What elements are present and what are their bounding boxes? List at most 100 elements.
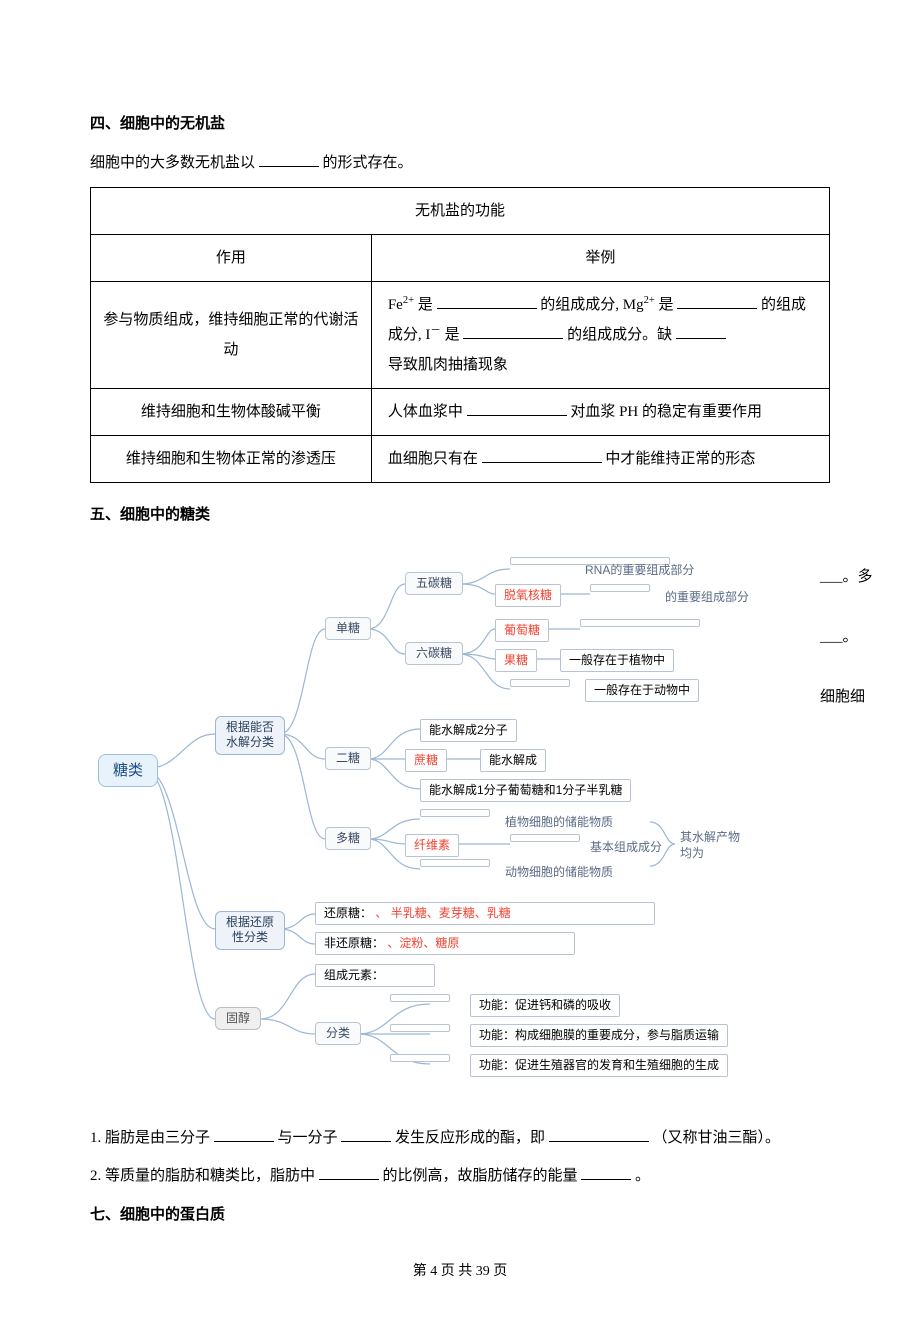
- txt: 的组成成分。缺: [567, 327, 672, 343]
- sup: 2+: [403, 295, 414, 306]
- mindmap-wrap: ___。多 ___。 细胞细: [90, 544, 830, 1104]
- txt: 脱氧核糖: [504, 588, 552, 602]
- r3c1: 维持细胞和生物体正常的渗透压: [91, 436, 372, 483]
- txt: 的比例高，故脂肪储存的能量: [383, 1168, 578, 1184]
- leaf-elements: 组成元素：: [315, 964, 435, 988]
- sup: 2+: [644, 295, 655, 306]
- leaf-reducing: 还原糖： 、 半乳糖、麦芽糖、乳糖: [315, 902, 655, 926]
- txt: 还原糖：: [324, 906, 372, 920]
- node-fructose: 果糖: [495, 649, 537, 673]
- leaf-fn2: 功能：构成细胞膜的重要成分，参与脂质运输: [470, 1024, 728, 1048]
- txt: 与一分子: [278, 1130, 338, 1146]
- leaf-dna: 的重要组成部分: [665, 586, 749, 609]
- blank: [214, 1128, 274, 1142]
- leaf: [390, 994, 450, 1002]
- sup: －: [430, 325, 441, 336]
- r1c2: Fe2+ 是 的组成成分, Mg2+ 是 的组成成分, I－ 是 的组成成分。缺…: [371, 282, 829, 389]
- leaf-d3: 能水解成1分子葡萄糖和1分子半乳糖: [420, 779, 631, 803]
- node-cellulose: 纤维素: [405, 834, 459, 858]
- leaf: [390, 1024, 450, 1032]
- leaf: [420, 809, 490, 817]
- blank: [467, 403, 567, 417]
- node-glucose: 葡萄糖: [495, 619, 549, 643]
- poly-note: 其水解产物 均为: [680, 829, 740, 863]
- blank: [677, 296, 757, 310]
- txt: 果糖: [504, 653, 528, 667]
- mindmap: 糖类 根据能否 水解分类 根据还原 性分类 固醇 单糖 二糖 多糖 五碳糖 六碳…: [90, 544, 830, 1104]
- leaf-p2: 基本组成成分: [590, 836, 662, 859]
- node-mono: 单糖: [325, 617, 371, 641]
- txt: 中才能维持正常的形态: [605, 451, 755, 467]
- leaf: [510, 834, 580, 842]
- col1-header: 作用: [91, 235, 372, 282]
- txt: 对血浆 PH 的稳定有重要作用: [570, 404, 762, 420]
- txt: 、淀粉、糖原: [387, 936, 459, 950]
- leaf-plant: 一般存在于植物中: [560, 649, 674, 673]
- txt: 蔗糖: [414, 753, 438, 767]
- txt: 非还原糖：: [324, 936, 384, 950]
- leaf: [420, 859, 490, 867]
- section7-title: 七、细胞中的蛋白质: [90, 1201, 830, 1230]
- leaf-fn3: 功能：促进生殖器官的发育和生殖细胞的生成: [470, 1054, 728, 1078]
- blank: [341, 1128, 391, 1142]
- r2c1: 维持细胞和生物体酸碱平衡: [91, 389, 372, 436]
- blank: [319, 1167, 379, 1181]
- section5-title: 五、细胞中的糖类: [90, 501, 830, 530]
- leaf: [590, 584, 650, 592]
- table-header: 无机盐的功能: [91, 188, 830, 235]
- intro-post: 的形式存在。: [323, 155, 413, 171]
- txt: 发生反应形成的酯，即: [395, 1130, 545, 1146]
- blank: [581, 1167, 631, 1181]
- leaf-d2: 能水解成: [480, 749, 546, 773]
- txt: （又称甘油三酯）。: [653, 1130, 781, 1146]
- txt: 是: [655, 297, 674, 313]
- leaf: [510, 679, 570, 687]
- leaf-p1: 植物细胞的储能物质: [505, 811, 613, 834]
- txt: 导致肌肉抽搐现象: [388, 357, 508, 373]
- txt: 葡萄糖: [504, 623, 540, 637]
- r3c2: 血细胞只有在 中才能维持正常的形态: [371, 436, 829, 483]
- leaf-d1: 能水解成2分子: [420, 719, 517, 743]
- blank: [463, 326, 563, 340]
- blank: [437, 296, 537, 310]
- q2: 2. 等质量的脂肪和糖类比，脂肪中 的比例高，故脂肪储存的能量 。: [90, 1162, 830, 1191]
- node-deoxy: 脱氧核糖: [495, 584, 561, 608]
- r2c2: 人体血浆中 对血浆 PH 的稳定有重要作用: [371, 389, 829, 436]
- node-hexa: 六碳糖: [405, 642, 463, 666]
- txt: 的组成成分, Mg: [540, 297, 643, 313]
- blank: [549, 1128, 649, 1142]
- blank: [482, 450, 602, 464]
- col2-header: 举例: [371, 235, 829, 282]
- node-penta: 五碳糖: [405, 572, 463, 596]
- side-text: ___。多 ___。 细胞细: [820, 562, 890, 712]
- txt: 人体血浆中: [388, 404, 463, 420]
- txt: 血细胞只有在: [388, 451, 478, 467]
- node-sucrose: 蔗糖: [405, 749, 447, 773]
- leaf-p3: 动物细胞的储能物质: [505, 861, 613, 884]
- blank: [676, 326, 726, 340]
- txt: 2. 等质量的脂肪和糖类比，脂肪中: [90, 1168, 315, 1184]
- txt: 、 半乳糖、麦芽糖、乳糖: [375, 906, 510, 920]
- txt: 。: [635, 1168, 650, 1184]
- leaf-animal: 一般存在于动物中: [585, 679, 699, 703]
- q1: 1. 脂肪是由三分子 与一分子 发生反应形成的酯，即 （又称甘油三酯）。: [90, 1124, 830, 1153]
- node-hydrolysis: 根据能否 水解分类: [215, 716, 285, 755]
- leaf-fn1: 功能：促进钙和磷的吸收: [470, 994, 620, 1018]
- leaf: [580, 619, 700, 627]
- txt: Fe: [388, 297, 403, 313]
- leaf-nonreducing: 非还原糖： 、淀粉、糖原: [315, 932, 575, 956]
- salt-table: 无机盐的功能 作用 举例 参与物质组成，维持细胞正常的代谢活动 Fe2+ 是 的…: [90, 187, 830, 483]
- node-classify: 分类: [315, 1022, 361, 1046]
- node-reducing: 根据还原 性分类: [215, 911, 285, 950]
- section4-intro: 细胞中的大多数无机盐以 的形式存在。: [90, 149, 830, 178]
- leaf-rna: RNA的重要组成部分: [585, 559, 694, 582]
- node-root: 糖类: [98, 754, 158, 788]
- txt: 1. 脂肪是由三分子: [90, 1130, 210, 1146]
- section4-title: 四、细胞中的无机盐: [90, 110, 830, 139]
- txt: 纤维素: [414, 838, 450, 852]
- leaf: [390, 1054, 450, 1062]
- node-poly: 多糖: [325, 827, 371, 851]
- mindmap-wires: [90, 544, 830, 1104]
- page-footer: 第 4 页 共 39 页: [90, 1259, 830, 1286]
- txt: 是: [414, 297, 433, 313]
